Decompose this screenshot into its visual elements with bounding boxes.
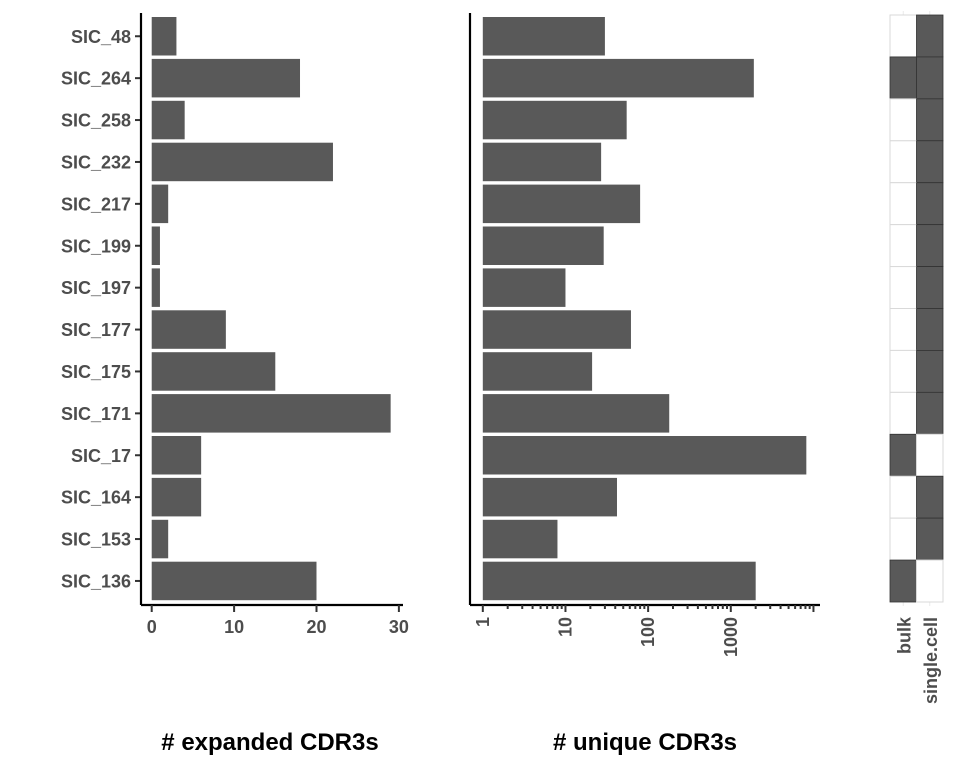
x-tick-label: 1000 <box>721 617 741 657</box>
bar-unique-SIC_136 <box>482 561 756 601</box>
x-tick-label: 100 <box>638 617 658 647</box>
category-label: SIC_136 <box>61 571 131 591</box>
heatmap-cell-SIC_217-bulk <box>889 182 917 226</box>
expanded-cdr3s-panel: SIC_48 SIC_264 SIC_258 SIC_232 SIC_217 SIC_19… <box>61 13 409 637</box>
heatmap-cell-SIC_199-single.cell <box>916 224 944 267</box>
bar-unique-SIC_17 <box>482 436 807 475</box>
bar-unique-SIC_175 <box>482 352 593 391</box>
category-label: SIC_177 <box>61 320 131 340</box>
bar-expanded-SIC_258 <box>151 100 185 140</box>
bar-unique-SIC_48 <box>482 17 605 56</box>
bar-expanded-SIC_197 <box>151 268 160 307</box>
heatmap-cell-SIC_232-bulk <box>889 140 917 184</box>
category-label: SIC_48 <box>71 27 131 47</box>
heatmap-cell-SIC_175-single.cell <box>916 350 944 393</box>
bar-expanded-SIC_136 <box>151 561 317 601</box>
bar-expanded-SIC_199 <box>151 226 160 265</box>
heatmap-cell-SIC_197-single.cell <box>916 266 944 309</box>
heatmap-cell-SIC_48-bulk <box>889 14 917 58</box>
heatmap-cell-SIC_153-single.cell <box>916 517 944 561</box>
category-label: SIC_17 <box>71 446 131 466</box>
heatmap-cell-SIC_197-bulk <box>889 266 917 310</box>
bar-expanded-SIC_171 <box>151 394 391 433</box>
category-label: SIC_164 <box>61 488 131 508</box>
expanded-cdr3s-axis-title: # expanded CDR3s <box>161 729 378 756</box>
bar-unique-SIC_232 <box>482 142 602 182</box>
bar-unique-SIC_258 <box>482 100 627 140</box>
heatmap-cell-SIC_136-single.cell <box>916 559 944 603</box>
category-label: SIC_197 <box>61 278 131 298</box>
heatmap-cell-SIC_177-bulk <box>889 308 917 351</box>
heatmap-cell-SIC_199-bulk <box>889 224 917 268</box>
x-tick-label: 10 <box>224 617 244 637</box>
category-label: SIC_264 <box>61 69 131 89</box>
heatmap-cell-SIC_171-bulk <box>889 391 917 435</box>
bar-expanded-SIC_217 <box>151 184 169 224</box>
category-label: SIC_232 <box>61 152 131 172</box>
heatmap-cell-SIC_153-bulk <box>889 517 917 561</box>
heatmap-cell-SIC_264-bulk <box>889 56 917 100</box>
heatmap-column-label: bulk <box>894 616 914 654</box>
category-label: SIC_153 <box>61 530 131 550</box>
bar-unique-SIC_217 <box>482 184 641 224</box>
bar-expanded-SIC_264 <box>151 58 301 98</box>
heatmap-cell-SIC_217-single.cell <box>916 182 944 226</box>
unique-cdr3s-axis-title: # unique CDR3s <box>553 729 737 756</box>
heatmap-cell-SIC_171-single.cell <box>916 391 944 435</box>
category-label: SIC_258 <box>61 111 131 131</box>
heatmap-cell-SIC_17-bulk <box>889 433 917 477</box>
heatmap-cell-SIC_175-bulk <box>889 349 917 393</box>
bar-unique-SIC_153 <box>482 519 558 559</box>
x-tick-label: 30 <box>389 617 409 637</box>
category-label: SIC_199 <box>61 236 131 256</box>
x-tick-label: 20 <box>306 617 326 637</box>
heatmap-cell-SIC_17-single.cell <box>916 433 944 477</box>
heatmap-cell-SIC_136-bulk <box>889 559 917 603</box>
heatmap-cell-SIC_164-single.cell <box>916 475 944 519</box>
x-tick-label: 0 <box>147 617 157 637</box>
bar-expanded-SIC_153 <box>151 519 169 559</box>
bar-unique-SIC_164 <box>482 477 617 517</box>
heatmap-cell-SIC_258-single.cell <box>916 98 944 142</box>
heatmap-cell-SIC_177-single.cell <box>916 308 944 351</box>
bar-expanded-SIC_175 <box>151 352 276 391</box>
bar-unique-SIC_264 <box>482 58 754 98</box>
category-label: SIC_175 <box>61 362 131 382</box>
heatmap-cell-SIC_264-single.cell <box>916 56 944 100</box>
unique-cdr3s-panel: 1 10 100 1000 <box>468 13 820 657</box>
bar-unique-SIC_199 <box>482 226 604 265</box>
x-tick-label: 1 <box>473 617 493 627</box>
category-label: SIC_171 <box>61 404 131 424</box>
bar-unique-SIC_197 <box>482 268 566 307</box>
bar-expanded-SIC_17 <box>151 436 202 475</box>
bar-expanded-SIC_164 <box>151 477 202 517</box>
bar-unique-SIC_171 <box>482 394 670 433</box>
heatmap-cell-SIC_232-single.cell <box>916 140 944 184</box>
bar-expanded-SIC_48 <box>151 17 177 56</box>
data-type-heatmap-panel: bulk single.cell <box>889 11 944 704</box>
bar-unique-SIC_177 <box>482 310 631 349</box>
heatmap-cell-SIC_258-bulk <box>889 98 917 142</box>
heatmap-cell-SIC_48-single.cell <box>916 14 944 58</box>
bar-expanded-SIC_232 <box>151 142 333 182</box>
x-tick-label: 10 <box>555 617 575 637</box>
category-label: SIC_217 <box>61 194 131 214</box>
bar-expanded-SIC_177 <box>151 310 226 349</box>
heatmap-cell-SIC_164-bulk <box>889 475 917 519</box>
heatmap-column-label: single.cell <box>921 617 941 704</box>
